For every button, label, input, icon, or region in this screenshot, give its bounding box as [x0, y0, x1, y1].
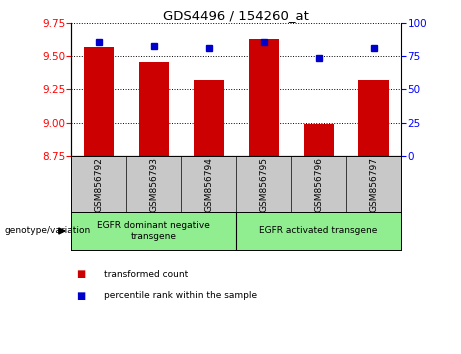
Text: percentile rank within the sample: percentile rank within the sample [104, 291, 257, 300]
Bar [359, 80, 389, 156]
Text: GSM856795: GSM856795 [259, 156, 268, 212]
Text: transformed count: transformed count [104, 270, 188, 279]
Text: GSM856797: GSM856797 [369, 156, 378, 212]
Text: EGFR activated transgene: EGFR activated transgene [260, 227, 378, 235]
Bar [303, 124, 334, 156]
Text: ■: ■ [76, 291, 85, 301]
Text: GSM856793: GSM856793 [149, 156, 159, 212]
Text: genotype/variation: genotype/variation [5, 227, 91, 235]
Bar [84, 47, 114, 156]
Bar [139, 62, 169, 156]
Text: GSM856796: GSM856796 [314, 156, 323, 212]
Bar [248, 39, 279, 156]
Text: GSM856794: GSM856794 [204, 156, 213, 212]
Text: GSM856792: GSM856792 [95, 156, 103, 212]
Text: EGFR dominant negative
transgene: EGFR dominant negative transgene [97, 221, 210, 241]
Bar [194, 80, 224, 156]
Text: ■: ■ [76, 269, 85, 279]
Title: GDS4496 / 154260_at: GDS4496 / 154260_at [163, 9, 309, 22]
